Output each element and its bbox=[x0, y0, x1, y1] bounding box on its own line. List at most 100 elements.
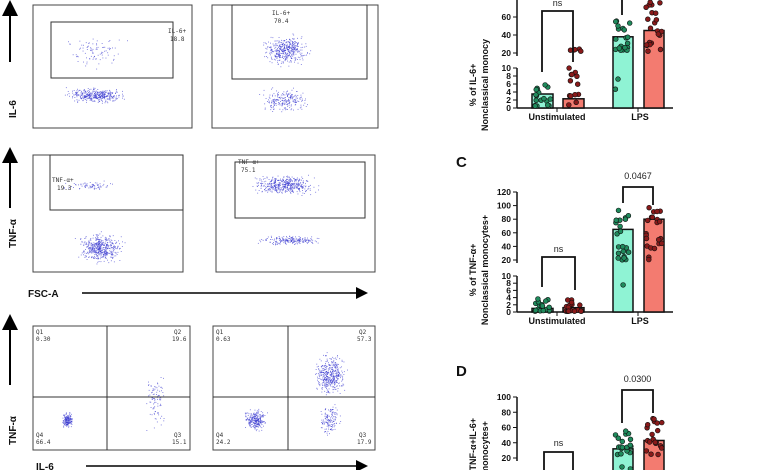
flow-event-dot bbox=[334, 362, 336, 364]
flow-event-dot bbox=[327, 430, 329, 432]
flow-event-dot bbox=[331, 369, 333, 370]
flow-event-dot bbox=[110, 92, 112, 93]
flow-event-dot bbox=[288, 93, 290, 95]
flow-event-dot bbox=[261, 421, 262, 423]
flow-event-dot bbox=[152, 397, 154, 399]
flow-event-dot bbox=[100, 95, 101, 97]
flow-event-dot bbox=[293, 109, 294, 111]
flow-event-dot bbox=[293, 241, 295, 243]
flow-event-dot bbox=[112, 235, 114, 237]
flow-event-dot bbox=[286, 91, 288, 92]
flow-event-dot bbox=[278, 47, 279, 48]
flow-event-dot bbox=[276, 90, 277, 92]
flow-event-dot bbox=[274, 183, 276, 185]
flow-event-dot bbox=[66, 422, 68, 424]
flow-event-dot bbox=[63, 188, 65, 190]
flow-event-dot bbox=[93, 185, 94, 186]
flow-event-dot bbox=[295, 53, 297, 55]
flow-event-dot bbox=[110, 48, 111, 50]
flow-event-dot bbox=[100, 231, 102, 233]
flow-event-dot bbox=[333, 416, 334, 418]
flow-event-dot bbox=[106, 95, 108, 96]
flow-event-dot bbox=[288, 49, 290, 51]
flow-event-dot bbox=[289, 53, 290, 55]
flow-event-dot bbox=[284, 49, 286, 51]
flow-event-dot bbox=[271, 59, 273, 60]
flow-event-dot bbox=[294, 48, 296, 50]
flow-event-dot bbox=[293, 101, 295, 103]
flow-event-dot bbox=[265, 98, 267, 99]
flow-event-dot bbox=[275, 186, 277, 188]
flow-event-dot bbox=[326, 384, 328, 386]
flow-event-dot bbox=[329, 384, 331, 386]
flow-event-dot bbox=[295, 102, 296, 103]
flow-event-dot bbox=[283, 236, 285, 238]
flow-event-dot bbox=[84, 255, 86, 257]
quadrant-q3: Q3 bbox=[359, 432, 367, 439]
flow-event-dot bbox=[105, 245, 107, 247]
flow-event-dot bbox=[153, 427, 155, 429]
flow-event-dot bbox=[84, 96, 86, 97]
flow-event-dot bbox=[329, 420, 331, 422]
flow-event-dot bbox=[283, 242, 285, 244]
flow-event-dot bbox=[100, 241, 101, 243]
flow-event-dot bbox=[111, 255, 113, 256]
flow-event-dot bbox=[100, 248, 102, 250]
flow-event-dot bbox=[297, 100, 299, 102]
flow-event-dot bbox=[253, 416, 254, 418]
flow-event-dot bbox=[248, 422, 250, 424]
flow-event-dot bbox=[296, 177, 298, 179]
flow-event-dot bbox=[298, 178, 300, 180]
flow-event-dot bbox=[272, 99, 274, 101]
flow-event-dot bbox=[258, 419, 260, 421]
flow-event-dot bbox=[285, 44, 287, 46]
flow-event-dot bbox=[292, 47, 294, 49]
flow-event-dot bbox=[254, 409, 256, 411]
flow-event-dot bbox=[286, 48, 288, 49]
flow-event-dot bbox=[89, 96, 90, 98]
flow-event-dot bbox=[272, 243, 274, 244]
flow-event-dot bbox=[287, 55, 288, 57]
flow-event-dot bbox=[258, 425, 260, 427]
flow-event-dot bbox=[334, 367, 336, 369]
flow-event-dot bbox=[65, 418, 67, 420]
flow-event-dot bbox=[102, 256, 104, 258]
flow-event-dot bbox=[281, 240, 283, 242]
flow-event-dot bbox=[317, 376, 318, 378]
flow-event-dot bbox=[119, 94, 120, 96]
data-point bbox=[656, 218, 663, 225]
flow-event-dot bbox=[103, 247, 104, 249]
flow-event-dot bbox=[97, 239, 99, 241]
flow-event-dot bbox=[102, 252, 104, 254]
flow-event-dot bbox=[102, 243, 103, 245]
flow-event-dot bbox=[318, 185, 320, 187]
flow-event-dot bbox=[255, 423, 257, 425]
flow-event-dot bbox=[254, 425, 256, 427]
flow-event-dot bbox=[261, 191, 263, 193]
flow-event-dot bbox=[78, 184, 79, 186]
flow-event-dot bbox=[279, 56, 280, 58]
flow-event-dot bbox=[90, 49, 92, 51]
flow-event-dot bbox=[256, 421, 258, 423]
flow-event-dot bbox=[159, 399, 161, 401]
flow-event-dot bbox=[322, 423, 323, 424]
flow-event-dot bbox=[276, 49, 278, 51]
flow-event-dot bbox=[86, 94, 88, 96]
flow-event-dot bbox=[97, 246, 99, 248]
flow-event-dot bbox=[94, 182, 96, 184]
flow-event-dot bbox=[160, 397, 162, 399]
flow-event-dot bbox=[260, 179, 262, 181]
flow-event-dot bbox=[108, 239, 110, 241]
flow-event-dot bbox=[121, 246, 123, 247]
flow-event-dot bbox=[275, 179, 276, 181]
flow-event-dot bbox=[289, 178, 291, 179]
flow-event-dot bbox=[332, 382, 333, 383]
flow-event-dot bbox=[290, 192, 292, 194]
flow-event-dot bbox=[151, 385, 152, 387]
flow-event-dot bbox=[289, 102, 291, 103]
flow-event-dot bbox=[297, 37, 298, 39]
flow-event-dot bbox=[292, 44, 294, 45]
flow-event-dot bbox=[323, 371, 325, 373]
flow-event-dot bbox=[342, 378, 344, 380]
flow-event-dot bbox=[278, 184, 280, 185]
